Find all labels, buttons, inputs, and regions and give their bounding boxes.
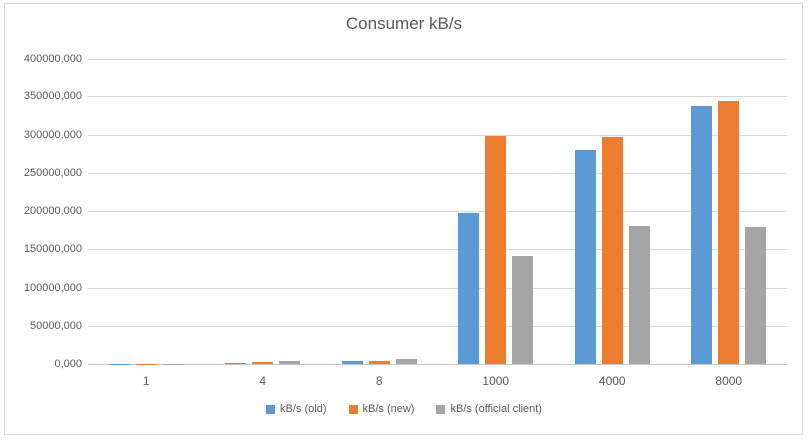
bar-kb-s-new-4 [252,362,274,364]
gridline [88,211,787,212]
x-axis-line [88,364,787,365]
bar-kb-s-old-8 [341,361,363,364]
bar-group-4000 [554,58,671,364]
gridline [88,59,787,60]
gridline [88,249,787,250]
legend-label: kB/s (old) [280,403,327,415]
gridline [88,96,787,97]
legend-item-kb-s-official-client: kB/s (official client) [436,403,542,415]
legend-item-kb-s-new: kB/s (new) [348,403,415,415]
bar-kb-s-new-4000 [601,136,623,364]
bar-kb-s-old-4000 [574,149,596,364]
bar-group-8 [321,58,438,364]
y-tick-label: 400000,000 [23,53,82,65]
y-tick-label: 0,000 [54,358,82,370]
y-tick-label: 350000,000 [23,90,82,102]
bar-kb-s-new-1000 [485,136,507,364]
gridline [88,288,787,289]
legend-swatch-icon [266,404,276,414]
legend-label: kB/s (official client) [450,403,542,415]
x-tick-label-1000: 1000 [482,374,510,388]
y-tick-label: 300000,000 [23,129,82,141]
bar-kb-s-old-8000 [691,106,713,364]
y-tick-label: 50000,000 [30,320,82,332]
bar-kb-s-official-client-4000 [628,225,650,364]
bar-kb-s-official-client-4 [279,360,301,364]
x-tick-label-4000: 4000 [598,374,626,388]
y-tick-label: 150000,000 [23,243,82,255]
x-tick-label-4: 4 [259,374,267,388]
legend-item-kb-s-old: kB/s (old) [266,403,327,415]
bar-group-4 [205,58,322,364]
gridline [88,135,787,136]
bar-group-1 [88,58,205,364]
bar-group-1000 [438,58,555,364]
legend: kB/s (old) kB/s (new) kB/s (official clien… [0,403,808,415]
y-tick-label: 250000,000 [23,167,82,179]
bar-kb-s-old-1000 [458,212,480,364]
bar-kb-s-new-8 [368,361,390,364]
bar-kb-s-official-client-8000 [745,227,767,364]
legend-swatch-icon [436,404,446,414]
x-tick-label-1: 1 [142,374,150,388]
y-tick-label: 200000,000 [23,205,82,217]
bar-kb-s-official-client-1000 [512,256,534,364]
bar-group-8000 [671,58,788,364]
x-tick-label-8000: 8000 [715,374,743,388]
legend-label: kB/s (new) [362,403,415,415]
gridline [88,173,787,174]
bar-kb-s-official-client-8 [395,359,417,364]
bar-kb-s-old-4 [225,362,247,364]
bar-kb-s-new-8000 [718,100,740,364]
plot-area [88,59,787,365]
x-tick-label-8: 8 [375,374,383,388]
chart-title: Consumer kB/s [345,14,463,33]
y-tick-label: 100000,000 [23,282,82,294]
gridline [88,326,787,327]
legend-swatch-icon [348,404,358,414]
